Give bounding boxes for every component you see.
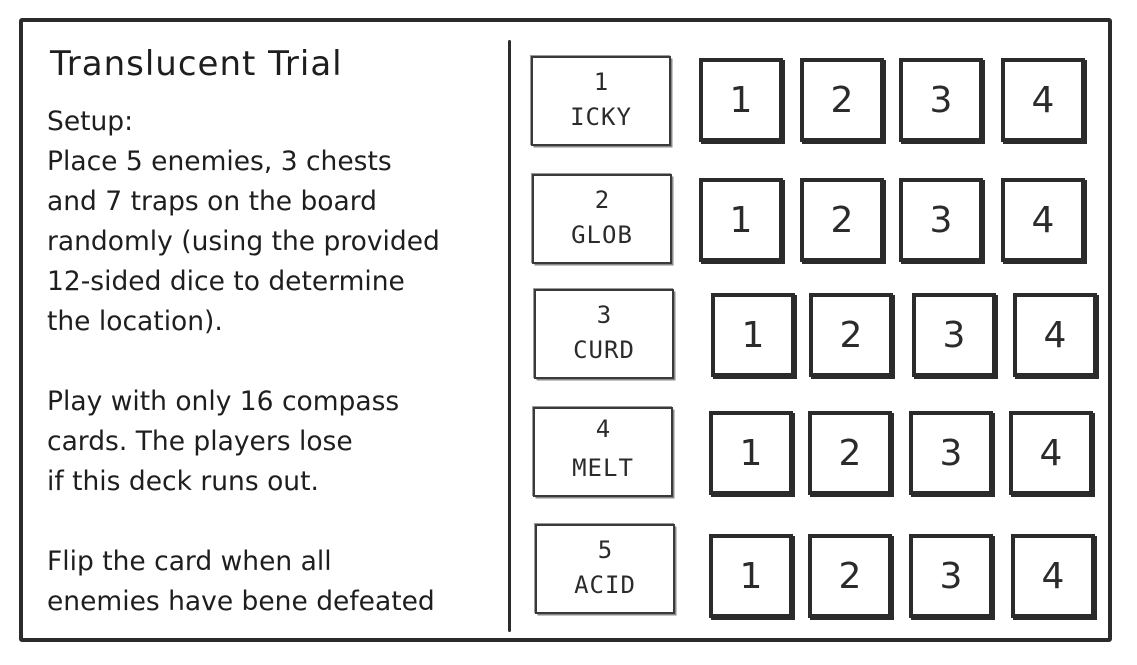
enemy-slot-1: 1 (711, 293, 795, 377)
enemy-number: 2 (594, 186, 610, 214)
enemy-slot-3: 3 (899, 58, 983, 142)
enemy-number: 5 (597, 536, 613, 564)
setup-line: 12-sided dice to determine (47, 266, 405, 297)
enemy-card-acid: 5 ACID (535, 524, 675, 614)
enemy-number: 4 (595, 415, 611, 443)
enemy-slot-2: 2 (808, 534, 892, 618)
enemy-number: 1 (593, 68, 609, 96)
enemy-name: MELT (572, 454, 634, 482)
enemy-card-curd: 3 CURD (534, 289, 674, 379)
card-title: Translucent Trial (50, 44, 343, 84)
setup-line: Place 5 enemies, 3 chests (47, 146, 392, 177)
enemy-slot-1: 1 (699, 178, 783, 262)
setup-heading-text: Setup: (47, 106, 134, 137)
enemy-row-5: 5 ACID 1 2 3 4 (0, 521, 1137, 621)
enemy-slot-2: 2 (808, 411, 892, 495)
rules-panel: Translucent Trial Setup: Place 5 enemies… (45, 38, 495, 628)
enemy-slot-3: 3 (909, 411, 993, 495)
setup-paragraph: Place 5 enemies, 3 chests and 7 traps on… (47, 142, 440, 342)
enemy-slot-1: 1 (709, 534, 793, 618)
enemy-slot-3: 3 (909, 534, 993, 618)
enemy-row-2: 2 GLOB 1 2 3 4 (0, 172, 1137, 272)
enemy-slot-4: 4 (1011, 534, 1095, 618)
enemy-slot-1: 1 (699, 58, 783, 142)
enemy-name: ACID (574, 571, 636, 599)
enemy-slot-2: 2 (800, 58, 884, 142)
enemy-row-3: 3 CURD 1 2 3 4 (0, 287, 1137, 387)
enemy-slot-4: 4 (1001, 178, 1085, 262)
deck-paragraph: Play with only 16 compass cards. The pla… (47, 382, 440, 502)
enemy-slot-3: 3 (912, 293, 996, 377)
enemy-slot-4: 4 (1009, 411, 1093, 495)
flip-paragraph: Flip the card when all enemies have bene… (47, 542, 440, 622)
rules-text: Setup: Place 5 enemies, 3 chests and 7 t… (47, 102, 440, 622)
enemy-slot-4: 4 (1013, 293, 1097, 377)
enemy-slot-2: 2 (800, 178, 884, 262)
deck-line: Play with only 16 compass (47, 386, 400, 417)
deck-line: cards. The players lose (47, 426, 353, 457)
setup-line: randomly (using the provided (47, 226, 440, 257)
panel-divider (508, 40, 511, 632)
enemy-card-icky: 1 ICKY (531, 56, 671, 146)
deck-line: if this deck runs out. (47, 466, 319, 497)
enemy-slot-3: 3 (899, 178, 983, 262)
enemy-slot-2: 2 (809, 293, 893, 377)
enemy-name: GLOB (571, 221, 633, 249)
enemy-card-glob: 2 GLOB (532, 174, 672, 264)
setup-line: the location). (47, 306, 223, 337)
enemy-name: ICKY (570, 103, 632, 131)
enemy-name: CURD (573, 336, 635, 364)
enemy-slot-1: 1 (709, 411, 793, 495)
enemy-card-melt: 4 MELT (533, 407, 673, 497)
enemy-slot-4: 4 (1001, 58, 1085, 142)
enemy-row-4: 4 MELT 1 2 3 4 (0, 405, 1137, 505)
setup-heading: Setup: (47, 102, 440, 142)
enemy-row-1: 1 ICKY 1 2 3 4 (0, 54, 1137, 154)
setup-line: and 7 traps on the board (47, 186, 378, 217)
enemy-number: 3 (596, 301, 612, 329)
flip-line: Flip the card when all (47, 546, 332, 577)
flip-line: enemies have bene defeated (47, 586, 435, 617)
